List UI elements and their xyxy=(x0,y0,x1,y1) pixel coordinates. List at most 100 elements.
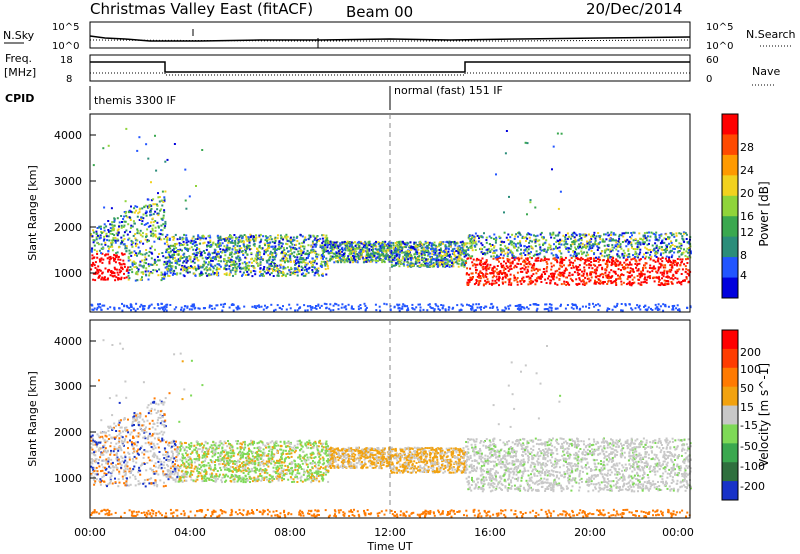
scatter-cell xyxy=(284,261,286,264)
scatter-cell xyxy=(173,243,176,245)
scatter-cell xyxy=(92,256,95,259)
scatter-cell xyxy=(324,248,327,251)
scatter-cell xyxy=(530,269,533,272)
scatter-cell xyxy=(98,275,100,278)
scatter-cell xyxy=(495,275,498,278)
freq-label-line1: Freq. xyxy=(5,52,32,65)
scatter-cell xyxy=(282,305,284,308)
scatter-cell xyxy=(609,256,612,259)
scatter-cell xyxy=(581,242,584,245)
scatter-cell xyxy=(683,263,686,266)
scatter-cell xyxy=(467,257,470,260)
scatter-cell xyxy=(356,261,359,264)
scatter-cell xyxy=(680,242,683,245)
scatter-cell xyxy=(525,263,528,265)
scatter-cell xyxy=(502,257,505,260)
scatter-cell xyxy=(146,240,149,243)
scatter-cell xyxy=(326,249,329,252)
scatter-cell xyxy=(670,277,673,280)
scatter-cell xyxy=(308,260,311,263)
scatter-cell xyxy=(462,253,465,256)
scatter-cell xyxy=(358,244,361,247)
scatter-cell xyxy=(571,243,574,246)
scatter-cell xyxy=(339,254,342,257)
scatter-cell xyxy=(363,244,366,247)
scatter-cell xyxy=(163,198,166,201)
scatter-cell xyxy=(605,269,608,272)
scatter-cell xyxy=(505,273,508,276)
scatter-cell xyxy=(305,268,308,271)
scatter-cell xyxy=(390,244,393,247)
scatter-cell xyxy=(154,210,157,213)
scatter-cell xyxy=(669,270,672,273)
scatter-cell xyxy=(266,260,269,263)
scatter-cell xyxy=(553,243,555,246)
scatter-cell xyxy=(469,305,472,307)
scatter-cell xyxy=(214,264,217,267)
scatter-cell xyxy=(215,272,218,275)
scatter-cell xyxy=(446,254,448,257)
scatter-cell xyxy=(136,228,139,231)
scatter-cell xyxy=(352,246,355,249)
scatter-cell xyxy=(402,263,405,266)
scatter-cell xyxy=(566,237,569,240)
scatter-cell xyxy=(611,263,614,266)
scatter-cell xyxy=(513,274,516,277)
scatter-cell xyxy=(519,280,522,283)
scatter-cell xyxy=(113,253,116,256)
scatter-cell xyxy=(345,242,348,245)
scatter-cell xyxy=(504,275,507,278)
scatter-cell xyxy=(157,237,159,240)
scatter-cell xyxy=(127,274,130,277)
scatter-cell xyxy=(185,241,188,244)
scatter-cell xyxy=(106,239,109,242)
scatter-cell xyxy=(267,246,269,249)
scatter-cell xyxy=(288,240,291,243)
scatter-cell xyxy=(103,235,106,238)
scatter-cell xyxy=(671,266,674,269)
scatter-cell xyxy=(339,242,342,245)
scatter-cell xyxy=(430,257,433,259)
scatter-cell xyxy=(361,246,364,249)
scatter-cell xyxy=(305,238,307,241)
scatter-cell xyxy=(368,254,371,257)
scatter-cell xyxy=(138,211,141,214)
scatter-cell xyxy=(147,206,150,209)
scatter-cell xyxy=(621,232,624,235)
scatter-cell xyxy=(610,276,613,278)
scatter-cell xyxy=(103,304,106,307)
scatter-cell xyxy=(566,232,569,235)
scatter-cell xyxy=(565,284,568,286)
scatter-cell xyxy=(639,248,642,251)
scatter-cell xyxy=(251,305,254,308)
scatter-cell xyxy=(172,235,175,238)
scatter-cell xyxy=(622,281,625,284)
scatter-cell xyxy=(434,249,437,251)
scatter-cell xyxy=(354,260,357,263)
scatter-cell xyxy=(120,252,123,255)
scatter-cell xyxy=(475,271,477,274)
scatter-cell xyxy=(526,268,529,271)
scatter-cell xyxy=(194,241,196,244)
scatter-cell xyxy=(412,257,415,260)
scatter-cell xyxy=(234,270,237,273)
scatter-cell xyxy=(238,258,241,261)
scatter-cell xyxy=(277,234,279,237)
scatter-cell xyxy=(671,254,674,257)
scatter-cell xyxy=(688,242,691,245)
scatter-cell xyxy=(157,192,159,195)
scatter-cell xyxy=(478,276,481,279)
scatter-cell xyxy=(532,273,535,276)
scatter-cell xyxy=(400,244,403,247)
scatter-cell xyxy=(280,245,283,248)
scatter-cell xyxy=(357,256,360,259)
scatter-cell xyxy=(514,305,517,307)
scatter-cell xyxy=(162,263,165,266)
scatter-cell xyxy=(142,266,145,269)
scatter-cell xyxy=(184,168,187,171)
scatter-cell xyxy=(638,273,641,276)
scatter-cell xyxy=(623,261,626,264)
scatter-cell xyxy=(190,246,193,249)
scatter-cell xyxy=(657,276,660,279)
scatter-cell xyxy=(367,259,370,261)
